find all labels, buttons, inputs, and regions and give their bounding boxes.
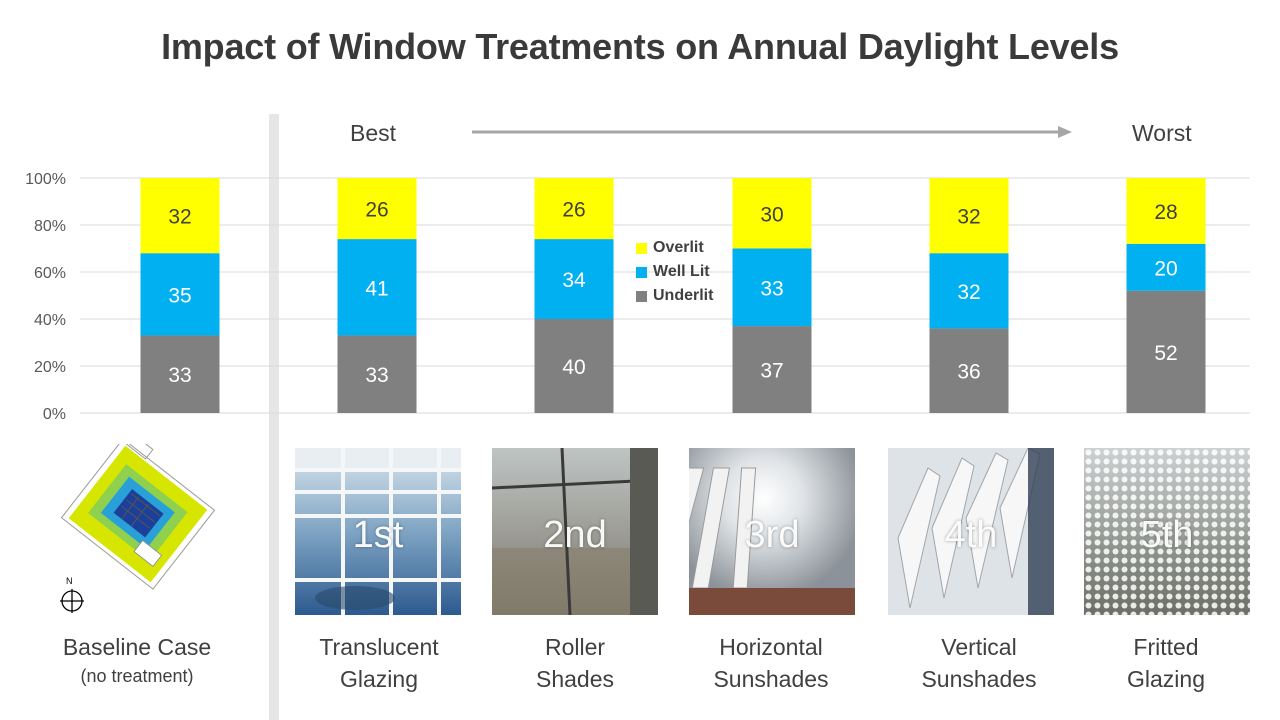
rank-5th: 5th xyxy=(1140,514,1194,556)
fritted-glazing-photo: 5th xyxy=(1084,448,1250,615)
bar-baseline-case-well-lit xyxy=(140,253,220,336)
legend-swatch-underlit xyxy=(636,290,647,302)
caption-line2: Glazing xyxy=(340,666,418,692)
worst-label: Worst xyxy=(1132,120,1192,146)
vertical-sunshades-image xyxy=(888,448,1054,615)
rank-2nd: 2nd xyxy=(543,514,607,556)
bar-roller-shades-underlit xyxy=(534,319,614,413)
bar-horizontal-sunshades-underlit xyxy=(732,326,812,413)
arrow-head xyxy=(1058,126,1072,138)
caption-horizontal-sunshades: Horizontal Sunshades xyxy=(671,631,871,695)
data-label: 32 xyxy=(957,206,980,229)
fritted-glazing-image xyxy=(1084,448,1250,615)
y-tick-label: 100% xyxy=(25,171,66,188)
caption-line2: Shades xyxy=(535,666,614,692)
bar-roller-shades-well-lit xyxy=(534,239,614,319)
legend-label-overlit: Overlit xyxy=(653,239,704,256)
bar-fritted-glazing-overlit xyxy=(1126,178,1206,244)
caption-baseline-line2: (no treatment) xyxy=(80,666,194,686)
bar-baseline-case-underlit xyxy=(140,335,220,413)
data-label: 35 xyxy=(168,284,191,307)
y-tick-label: 20% xyxy=(34,359,66,376)
caption-line1: Roller xyxy=(544,634,606,660)
baseline-daylight-map-image: N xyxy=(60,444,216,613)
legend-label-underlit: Underlit xyxy=(653,287,714,304)
data-label: 40 xyxy=(562,356,585,379)
vertical-sunshades-photo: 4th xyxy=(888,448,1054,615)
section-divider xyxy=(269,114,279,720)
translucent-glazing-photo: 1st xyxy=(295,448,461,615)
bar-roller-shades-overlit xyxy=(534,178,614,240)
legend-swatch-overlit xyxy=(636,242,647,254)
data-label: 32 xyxy=(168,206,191,229)
roller-shades-photo: 2nd xyxy=(492,448,658,615)
legend-label-well-lit: Well Lit xyxy=(653,263,710,280)
bar-translucent-glazing-well-lit xyxy=(337,239,417,336)
caption-line1: Fritted xyxy=(1133,634,1199,660)
data-label: 30 xyxy=(760,203,783,226)
horizontal-sunshades-photo: 3rd xyxy=(689,448,855,615)
bar-vertical-sunshades-underlit xyxy=(929,328,1009,413)
bar-baseline-case-overlit xyxy=(140,178,220,254)
bar-horizontal-sunshades-overlit xyxy=(732,178,812,249)
caption-line1: Translucent xyxy=(319,634,439,660)
caption-translucent-glazing: Translucent Glazing xyxy=(279,631,479,695)
legend-item-well-lit: Well Lit xyxy=(636,260,713,284)
y-tick-label: 40% xyxy=(34,312,66,329)
north-arrow-icon xyxy=(60,589,84,613)
caption-baseline: Baseline Case (no treatment) xyxy=(37,631,237,689)
data-label: 33 xyxy=(365,364,388,387)
bar-vertical-sunshades-overlit xyxy=(929,178,1009,254)
horizontal-sunshades-image xyxy=(689,448,855,615)
data-label: 26 xyxy=(562,199,585,222)
caption-fritted-glazing: Fritted Glazing xyxy=(1066,631,1266,695)
data-label: 52 xyxy=(1154,342,1177,365)
caption-vertical-sunshades: Vertical Sunshades xyxy=(879,631,1079,695)
roller-shades-image xyxy=(492,448,658,615)
data-label: 33 xyxy=(168,364,191,387)
caption-line2: Sunshades xyxy=(713,666,829,692)
bar-translucent-glazing-underlit xyxy=(337,335,417,413)
data-label: 32 xyxy=(957,281,980,304)
legend-item-overlit: Overlit xyxy=(636,236,713,260)
legend-swatch-well-lit xyxy=(636,266,647,278)
data-label: 41 xyxy=(365,277,388,300)
caption-line1: Vertical xyxy=(941,634,1017,660)
best-to-worst-arrow xyxy=(472,126,1072,138)
caption-roller-shades: Roller Shades xyxy=(475,631,675,695)
page-title: Impact of Window Treatments on Annual Da… xyxy=(161,26,1119,67)
y-tick-label: 80% xyxy=(34,218,66,235)
data-label: 34 xyxy=(562,269,586,292)
data-label: 33 xyxy=(760,277,783,300)
best-label: Best xyxy=(350,120,397,146)
chart-legend: Overlit Well Lit Underlit xyxy=(636,236,713,308)
legend-item-underlit: Underlit xyxy=(636,284,713,308)
data-label: 26 xyxy=(365,199,388,222)
data-label: 37 xyxy=(760,360,783,383)
rank-4th: 4th xyxy=(944,514,998,556)
bar-vertical-sunshades-well-lit xyxy=(929,253,1009,329)
north-label: N xyxy=(66,576,73,586)
translucent-glazing-image xyxy=(295,448,461,615)
bar-translucent-glazing-overlit xyxy=(337,178,417,240)
stacked-bar-chart: 33 35 32 33 41 26 40 34 26 37 33 30 36 32 32 52 20 28 0% 2… xyxy=(25,126,1250,423)
data-label: 20 xyxy=(1154,257,1177,280)
caption-line1: Horizontal xyxy=(719,634,823,660)
bar-fritted-glazing-well-lit xyxy=(1126,243,1206,291)
caption-line2: Sunshades xyxy=(921,666,1037,692)
data-label: 36 xyxy=(957,361,980,384)
rank-3rd: 3rd xyxy=(744,514,800,556)
bar-horizontal-sunshades-well-lit xyxy=(732,248,812,327)
data-label: 28 xyxy=(1154,201,1177,224)
y-tick-label: 60% xyxy=(34,265,66,282)
y-tick-label: 0% xyxy=(43,406,66,423)
rank-1st: 1st xyxy=(352,514,404,556)
caption-baseline-line1: Baseline Case xyxy=(62,634,212,660)
bar-fritted-glazing-underlit xyxy=(1126,290,1206,413)
caption-line2: Glazing xyxy=(1127,666,1205,692)
